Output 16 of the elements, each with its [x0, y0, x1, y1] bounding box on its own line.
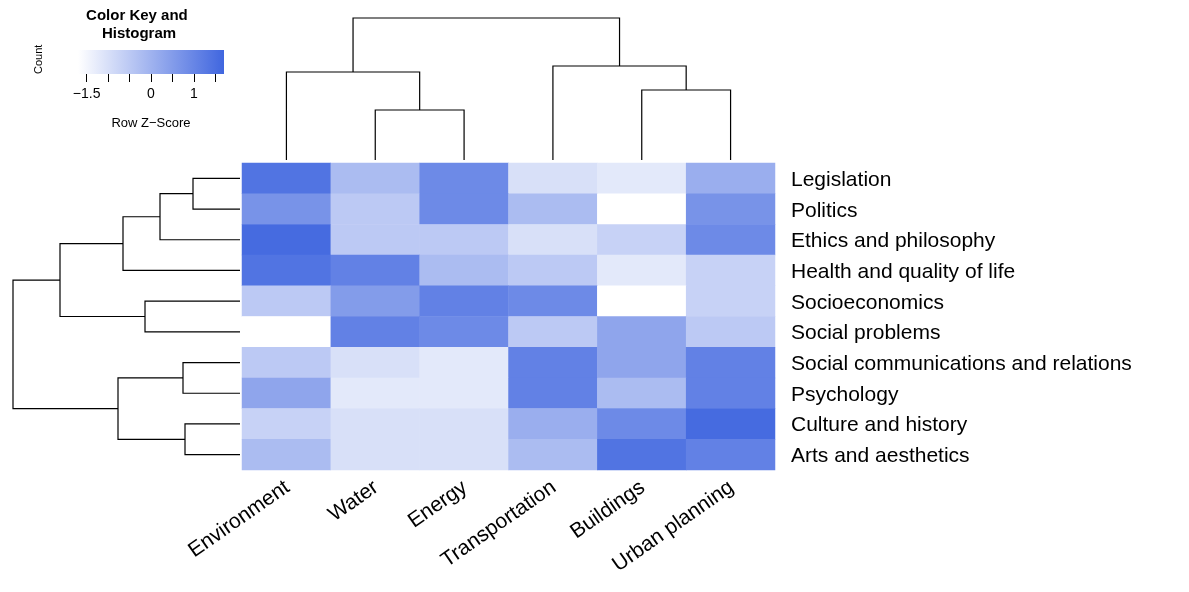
y-tick-label: Legislation [791, 166, 892, 190]
y-tick-label: Psychology [791, 381, 899, 405]
y-tick-label: Arts and aesthetics [791, 443, 970, 467]
y-tick-label: Social communications and relations [791, 351, 1132, 375]
color-bar-title: Row Z−Score [111, 115, 191, 130]
y-tick-label: Culture and history [791, 412, 968, 436]
y-tick-label: Ethics and philosophy [791, 228, 996, 252]
color-bar-label: 1 [190, 85, 199, 101]
y-tick-label: Politics [791, 197, 858, 221]
color-bar-label: 0 [147, 85, 156, 101]
text: Color Key and Histogram [86, 5, 192, 41]
color-bar-label: −1.5 [72, 85, 101, 101]
y-tick-label: Socioeconomics [791, 289, 944, 313]
y-tick-label: Health and quality of life [791, 258, 1016, 282]
text: Count [31, 44, 44, 74]
y-tick-label: Social problems [791, 320, 941, 344]
